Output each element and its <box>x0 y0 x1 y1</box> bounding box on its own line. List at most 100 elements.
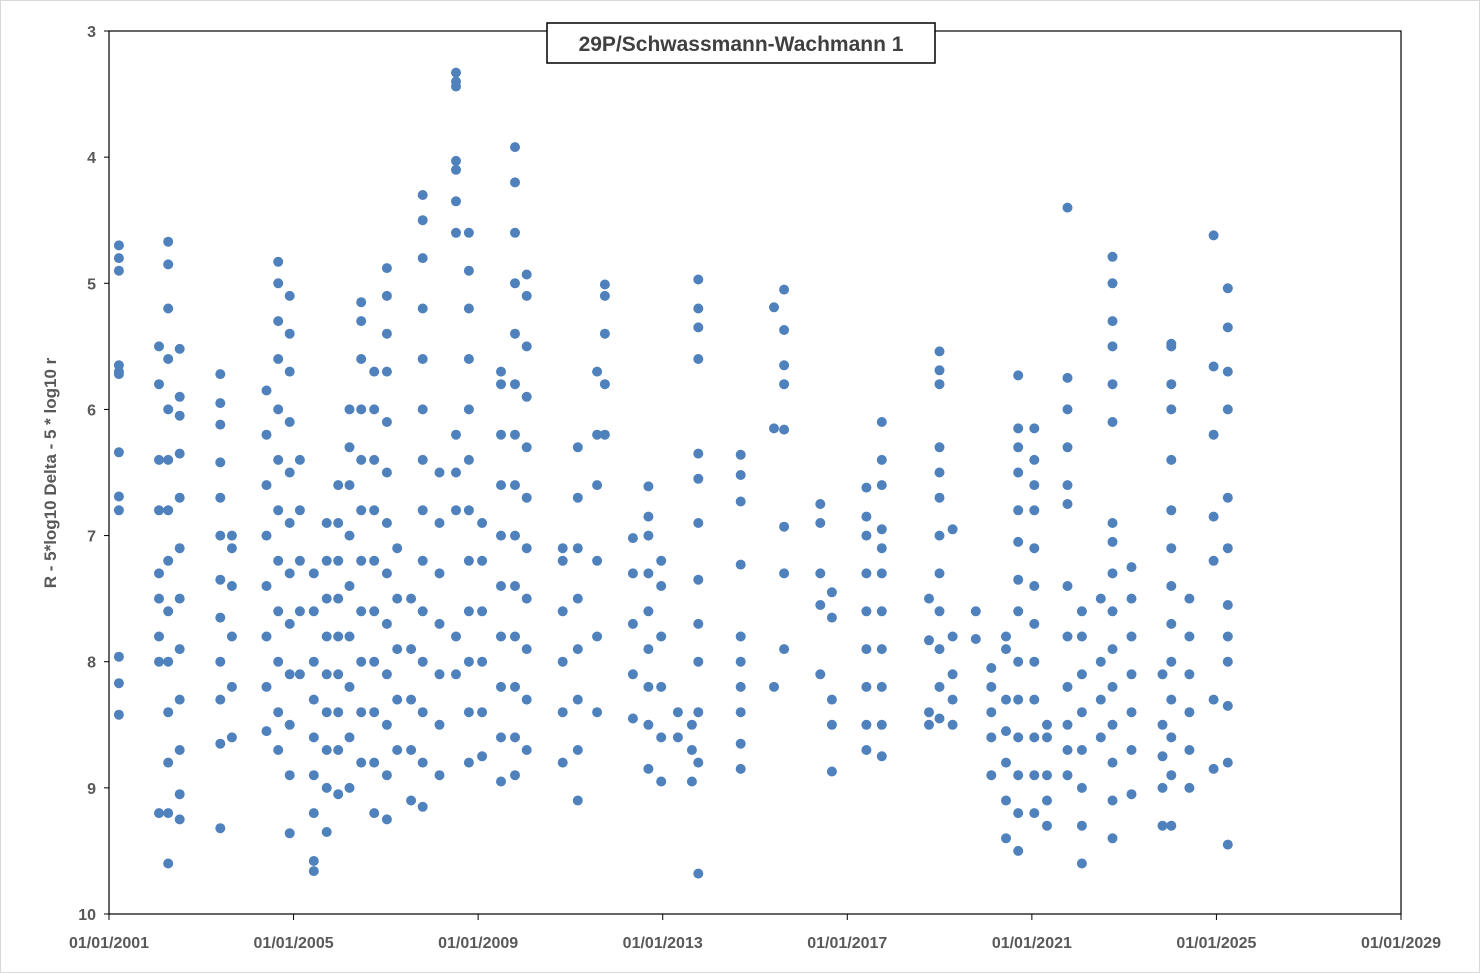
data-point <box>521 745 532 755</box>
data-point <box>1107 379 1118 390</box>
data-point <box>344 732 355 743</box>
data-point <box>381 814 392 825</box>
data-point <box>947 631 958 642</box>
data-point <box>1208 361 1219 372</box>
data-point <box>693 574 704 585</box>
data-point <box>1208 230 1219 241</box>
data-point <box>924 719 934 730</box>
data-point <box>321 669 332 680</box>
data-point <box>693 757 704 768</box>
data-point <box>1013 606 1024 617</box>
data-point <box>308 606 319 617</box>
data-point <box>215 612 226 623</box>
data-point <box>273 555 284 566</box>
data-point <box>344 442 355 453</box>
data-point <box>510 530 520 541</box>
data-point <box>226 530 237 541</box>
data-point <box>215 457 226 468</box>
data-point <box>1029 581 1040 591</box>
data-point <box>356 297 367 308</box>
data-point <box>273 707 284 718</box>
data-point <box>344 681 355 692</box>
data-point <box>510 278 520 289</box>
data-point <box>308 694 319 705</box>
data-point <box>434 568 445 579</box>
data-point <box>1126 631 1137 642</box>
data-point <box>986 663 997 673</box>
data-point <box>693 518 704 528</box>
data-point <box>510 732 520 743</box>
data-point <box>1166 820 1177 831</box>
data-point <box>356 404 367 415</box>
data-point <box>273 278 284 289</box>
data-point <box>1107 757 1118 768</box>
data-point <box>463 265 474 276</box>
data-point <box>986 681 997 692</box>
data-point <box>779 360 790 371</box>
data-point <box>392 593 403 604</box>
data-point <box>215 419 226 430</box>
data-point <box>356 555 367 566</box>
data-point <box>113 505 124 516</box>
data-point <box>1013 574 1024 585</box>
data-point <box>273 256 284 267</box>
data-point <box>284 417 295 427</box>
y-tick-label: 4 <box>87 150 96 167</box>
data-point <box>1062 745 1073 755</box>
data-point <box>113 709 124 720</box>
data-point <box>1029 454 1040 465</box>
data-point <box>284 719 295 730</box>
data-point <box>934 467 945 478</box>
data-point <box>1157 669 1168 680</box>
data-point <box>406 795 417 806</box>
data-point <box>463 707 474 718</box>
data-point <box>215 823 226 834</box>
data-point <box>417 190 428 200</box>
data-point <box>434 719 445 730</box>
data-point <box>686 745 697 755</box>
data-point <box>876 524 887 535</box>
data-point <box>451 429 461 440</box>
data-point <box>656 555 667 566</box>
data-point <box>1042 770 1052 781</box>
x-tick-label: 01/01/2009 <box>438 935 518 952</box>
data-point <box>406 644 417 655</box>
data-point <box>599 279 610 290</box>
data-point <box>592 707 603 718</box>
data-point <box>163 555 174 566</box>
data-point <box>557 757 568 768</box>
data-point <box>1107 417 1118 427</box>
data-point <box>1062 372 1073 383</box>
data-point <box>934 379 945 390</box>
data-point <box>693 473 704 484</box>
data-point <box>934 365 945 376</box>
data-point <box>1013 732 1024 743</box>
data-point <box>521 543 532 554</box>
data-point <box>521 694 532 705</box>
data-point <box>1222 322 1233 333</box>
data-point <box>521 269 532 280</box>
data-point <box>861 606 872 617</box>
data-point <box>381 618 392 629</box>
data-point <box>672 707 683 718</box>
data-point <box>1013 845 1024 856</box>
data-point <box>1107 536 1118 547</box>
data-point <box>1062 719 1073 730</box>
data-point <box>1095 694 1106 705</box>
data-point <box>1184 745 1195 755</box>
data-point <box>1029 770 1040 781</box>
data-point <box>333 555 344 566</box>
data-point <box>284 467 295 478</box>
data-point <box>643 481 654 492</box>
data-point <box>1042 719 1052 730</box>
data-point <box>769 423 779 434</box>
data-point <box>356 505 367 516</box>
x-tick-label: 01/01/2001 <box>69 935 149 952</box>
data-point <box>572 442 583 453</box>
data-point <box>1001 694 1011 705</box>
data-point <box>557 543 568 554</box>
data-point <box>308 732 319 743</box>
data-point <box>815 499 826 509</box>
data-point <box>693 448 704 459</box>
data-point <box>861 568 872 579</box>
